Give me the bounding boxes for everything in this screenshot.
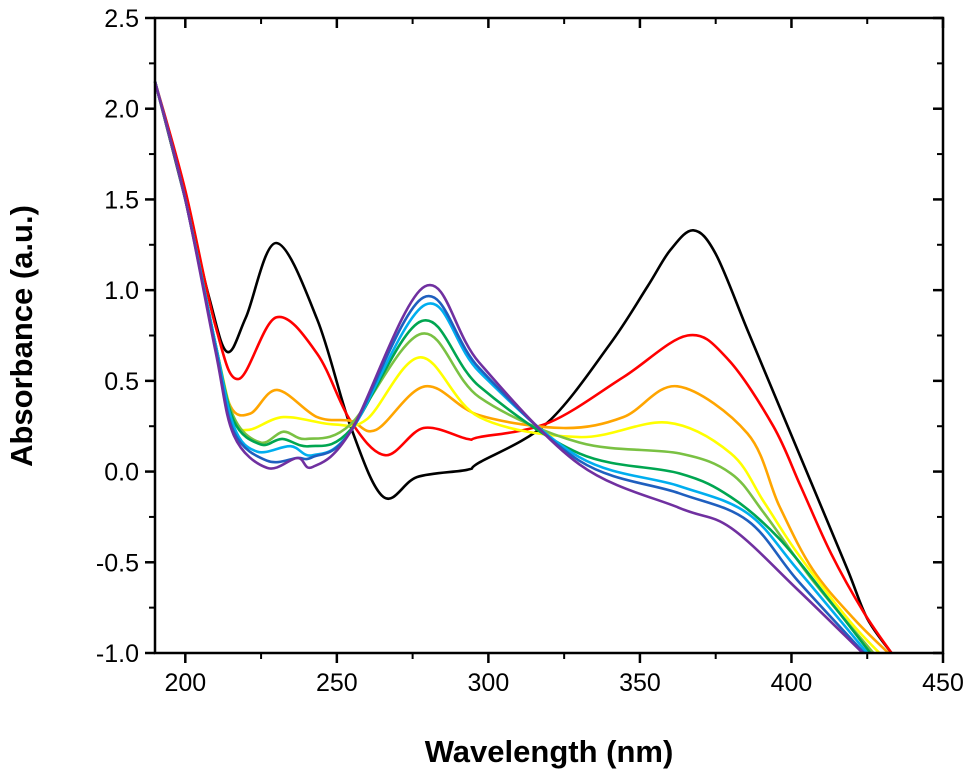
y-axis-title: Absorbance (a.u.) bbox=[4, 205, 39, 467]
series-line-7 bbox=[153, 81, 866, 654]
plot-frame bbox=[153, 16, 945, 655]
x-tick-label: 200 bbox=[164, 669, 206, 697]
y-tick-label: 0.5 bbox=[104, 368, 139, 396]
y-tick-label: 1.0 bbox=[104, 277, 139, 305]
series-line-4 bbox=[153, 81, 875, 654]
x-tick-label: 250 bbox=[316, 669, 358, 697]
y-tick-label: 2.0 bbox=[104, 96, 139, 124]
series-line-0 bbox=[153, 81, 893, 654]
y-tick-label: -0.5 bbox=[96, 549, 139, 577]
series-line-8 bbox=[153, 81, 864, 654]
tick-layer: 200 250 300 350 400 450 -1.0 -0.5 0.0 0.5 1.0 1.5 2.… bbox=[96, 5, 964, 697]
x-tick-label: 350 bbox=[619, 669, 661, 697]
series-line-2 bbox=[153, 81, 890, 654]
series-line-6 bbox=[153, 81, 869, 654]
x-tick-label: 450 bbox=[922, 669, 964, 697]
x-tick-label: 400 bbox=[771, 669, 813, 697]
y-tick-label: 1.5 bbox=[104, 186, 139, 214]
x-axis-title: Wavelength (nm) bbox=[425, 734, 674, 769]
series-line-1 bbox=[153, 81, 893, 654]
y-tick-label: 0.0 bbox=[104, 459, 139, 487]
y-tick-label: 2.5 bbox=[104, 5, 139, 33]
x-tick-label: 300 bbox=[468, 669, 510, 697]
y-tick-label: -1.0 bbox=[96, 640, 139, 668]
series-line-3 bbox=[153, 81, 881, 654]
series-layer bbox=[153, 81, 893, 654]
